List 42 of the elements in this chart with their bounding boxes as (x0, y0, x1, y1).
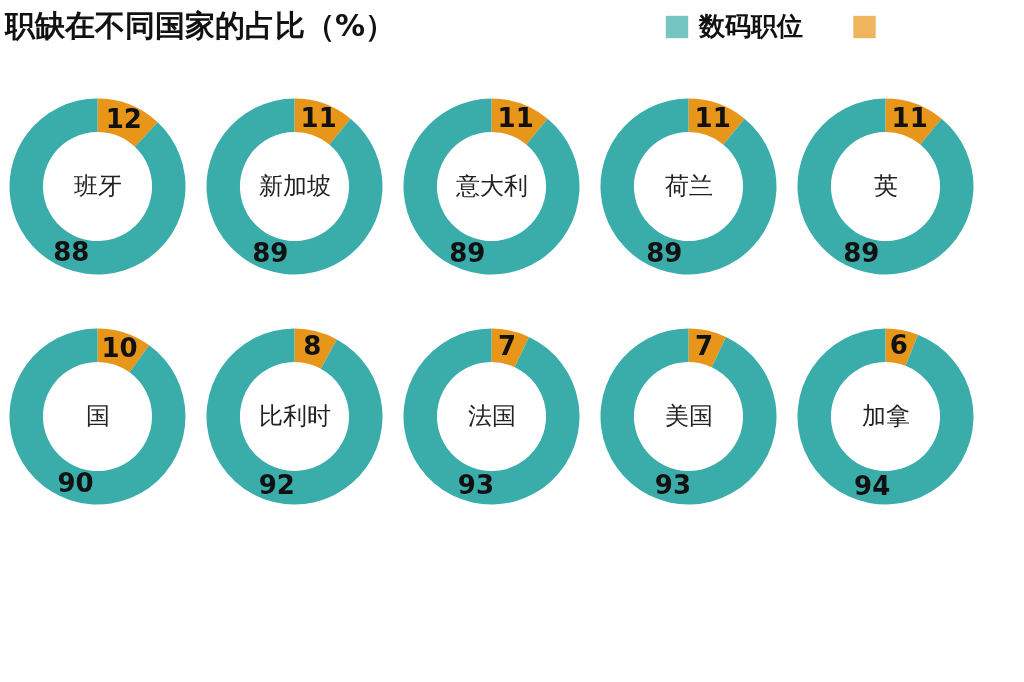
donut-slice (206, 328, 383, 505)
data-label: 12 (105, 104, 142, 135)
data-label: 93 (457, 470, 495, 501)
donut-slice (797, 328, 974, 505)
chart-title: 职缺在不同国家的占比（%） (4, 8, 396, 43)
data-label: 89 (646, 237, 683, 268)
text: 班牙 (73, 171, 122, 200)
text: 意大利 (454, 171, 528, 200)
data-label: 89 (449, 237, 486, 268)
text: 荷兰 (664, 171, 713, 200)
data-label: 11 (497, 103, 534, 134)
donut-slice (600, 98, 777, 275)
data-label: 6 (889, 330, 908, 361)
data-label: 94 (854, 470, 891, 501)
data-label: 90 (57, 468, 94, 499)
text: 美国 (664, 401, 713, 430)
data-label: 11 (694, 103, 731, 134)
donut-slice (206, 98, 383, 275)
data-label: 8 (303, 331, 322, 362)
text: 英 (873, 171, 898, 200)
data-label: 11 (891, 103, 928, 134)
legend-label: 数码职位 (698, 11, 803, 41)
data-label: 88 (53, 236, 90, 267)
donut-slice (9, 328, 186, 505)
text: 法国 (467, 401, 516, 430)
data-label: 10 (101, 332, 138, 363)
data-label: 7 (498, 330, 517, 361)
donut-slice (9, 98, 186, 275)
data-label: 7 (695, 330, 714, 361)
text: 比利时 (258, 401, 331, 430)
data-label: 89 (843, 237, 880, 268)
text: 加拿 (861, 401, 910, 430)
data-label: 92 (258, 469, 295, 500)
donut-slice (797, 98, 974, 275)
donut-slice (403, 328, 580, 505)
donut-slice (403, 98, 580, 275)
donut-slice (600, 328, 777, 505)
text: 国 (85, 401, 110, 430)
data-label: 93 (654, 470, 692, 501)
data-label: 11 (300, 103, 337, 134)
text: 新加坡 (258, 171, 331, 200)
data-label: 89 (252, 237, 289, 268)
